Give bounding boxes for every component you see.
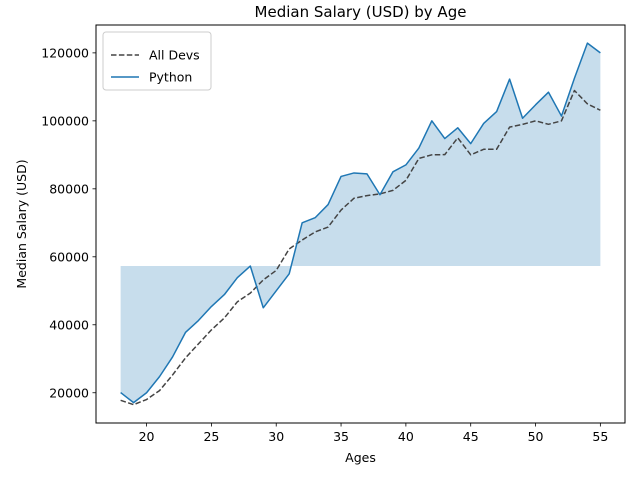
chart-title: Median Salary (USD) by Age — [255, 3, 467, 21]
x-tick-label: 35 — [333, 429, 349, 444]
x-tick-label: 55 — [592, 429, 608, 444]
legend-box — [102, 31, 212, 91]
series-line-python — [120, 42, 601, 404]
x-tick-label: 40 — [398, 429, 414, 444]
series-line-all-devs — [120, 89, 601, 406]
y-tick-label: 80000 — [49, 181, 89, 196]
y-tick-label: 100000 — [41, 113, 89, 128]
legend-label-python: Python — [149, 70, 192, 85]
plot-frame — [95, 24, 626, 424]
legend: All Devs Python — [102, 31, 212, 91]
y-tick-label: 20000 — [49, 385, 89, 400]
y-tick-label: 60000 — [49, 249, 89, 264]
x-tick-label: 45 — [463, 429, 479, 444]
fill-between-area — [120, 43, 601, 403]
fill-area — [120, 43, 601, 403]
x-tick-label: 30 — [268, 429, 284, 444]
y-axis-label: Median Salary (USD) — [14, 159, 29, 288]
x-tick-label: 50 — [528, 429, 544, 444]
y-tick-label: 120000 — [41, 45, 89, 60]
legend-label-all-devs: All Devs — [149, 48, 200, 63]
x-tick-label: 20 — [139, 429, 155, 444]
x-axis-ticks: 20 25 30 35 40 45 50 55 — [139, 423, 608, 444]
x-tick-label: 25 — [203, 429, 219, 444]
x-axis-label: Ages — [345, 450, 376, 465]
y-tick-label: 40000 — [49, 317, 89, 332]
series-lines — [120, 42, 601, 406]
y-axis-ticks: 20000 40000 60000 80000 100000 120000 — [41, 45, 96, 400]
